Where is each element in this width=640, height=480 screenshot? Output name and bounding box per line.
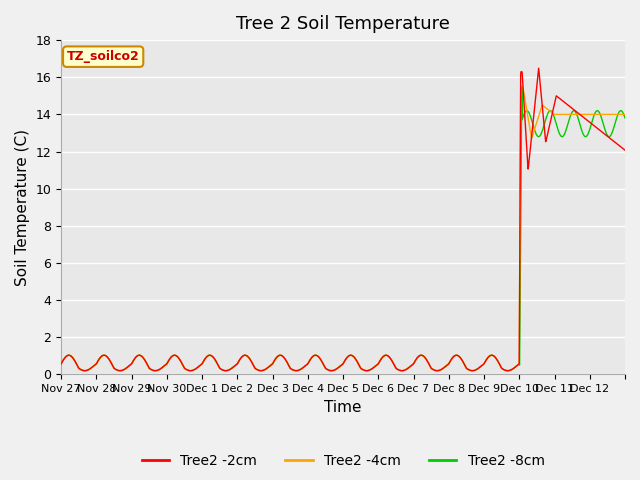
Text: TZ_soilco2: TZ_soilco2 [67,50,140,63]
Y-axis label: Soil Temperature (C): Soil Temperature (C) [15,129,30,286]
X-axis label: Time: Time [324,400,362,415]
Legend: Tree2 -2cm, Tree2 -4cm, Tree2 -8cm: Tree2 -2cm, Tree2 -4cm, Tree2 -8cm [136,448,550,473]
Title: Tree 2 Soil Temperature: Tree 2 Soil Temperature [236,15,450,33]
